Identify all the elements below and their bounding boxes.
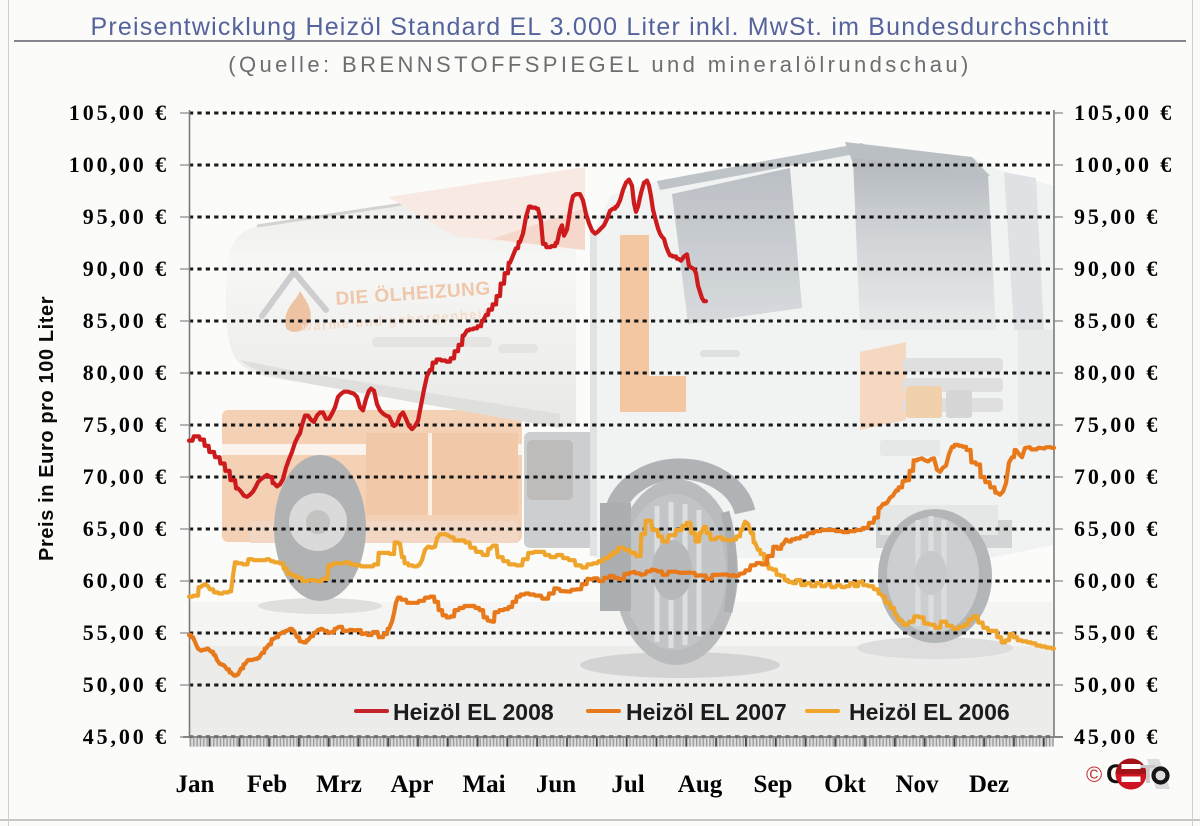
svg-text:T: T [1140, 759, 1156, 789]
svg-text:©: © [1086, 762, 1102, 787]
